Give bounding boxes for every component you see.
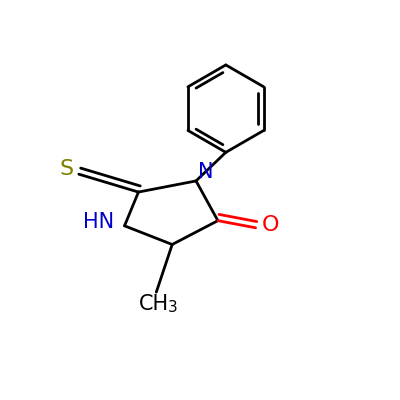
Text: HN: HN <box>83 212 114 232</box>
Text: CH: CH <box>139 294 169 314</box>
Text: S: S <box>60 160 74 180</box>
Text: O: O <box>262 215 280 235</box>
Text: 3: 3 <box>167 300 177 315</box>
Text: N: N <box>198 162 214 182</box>
